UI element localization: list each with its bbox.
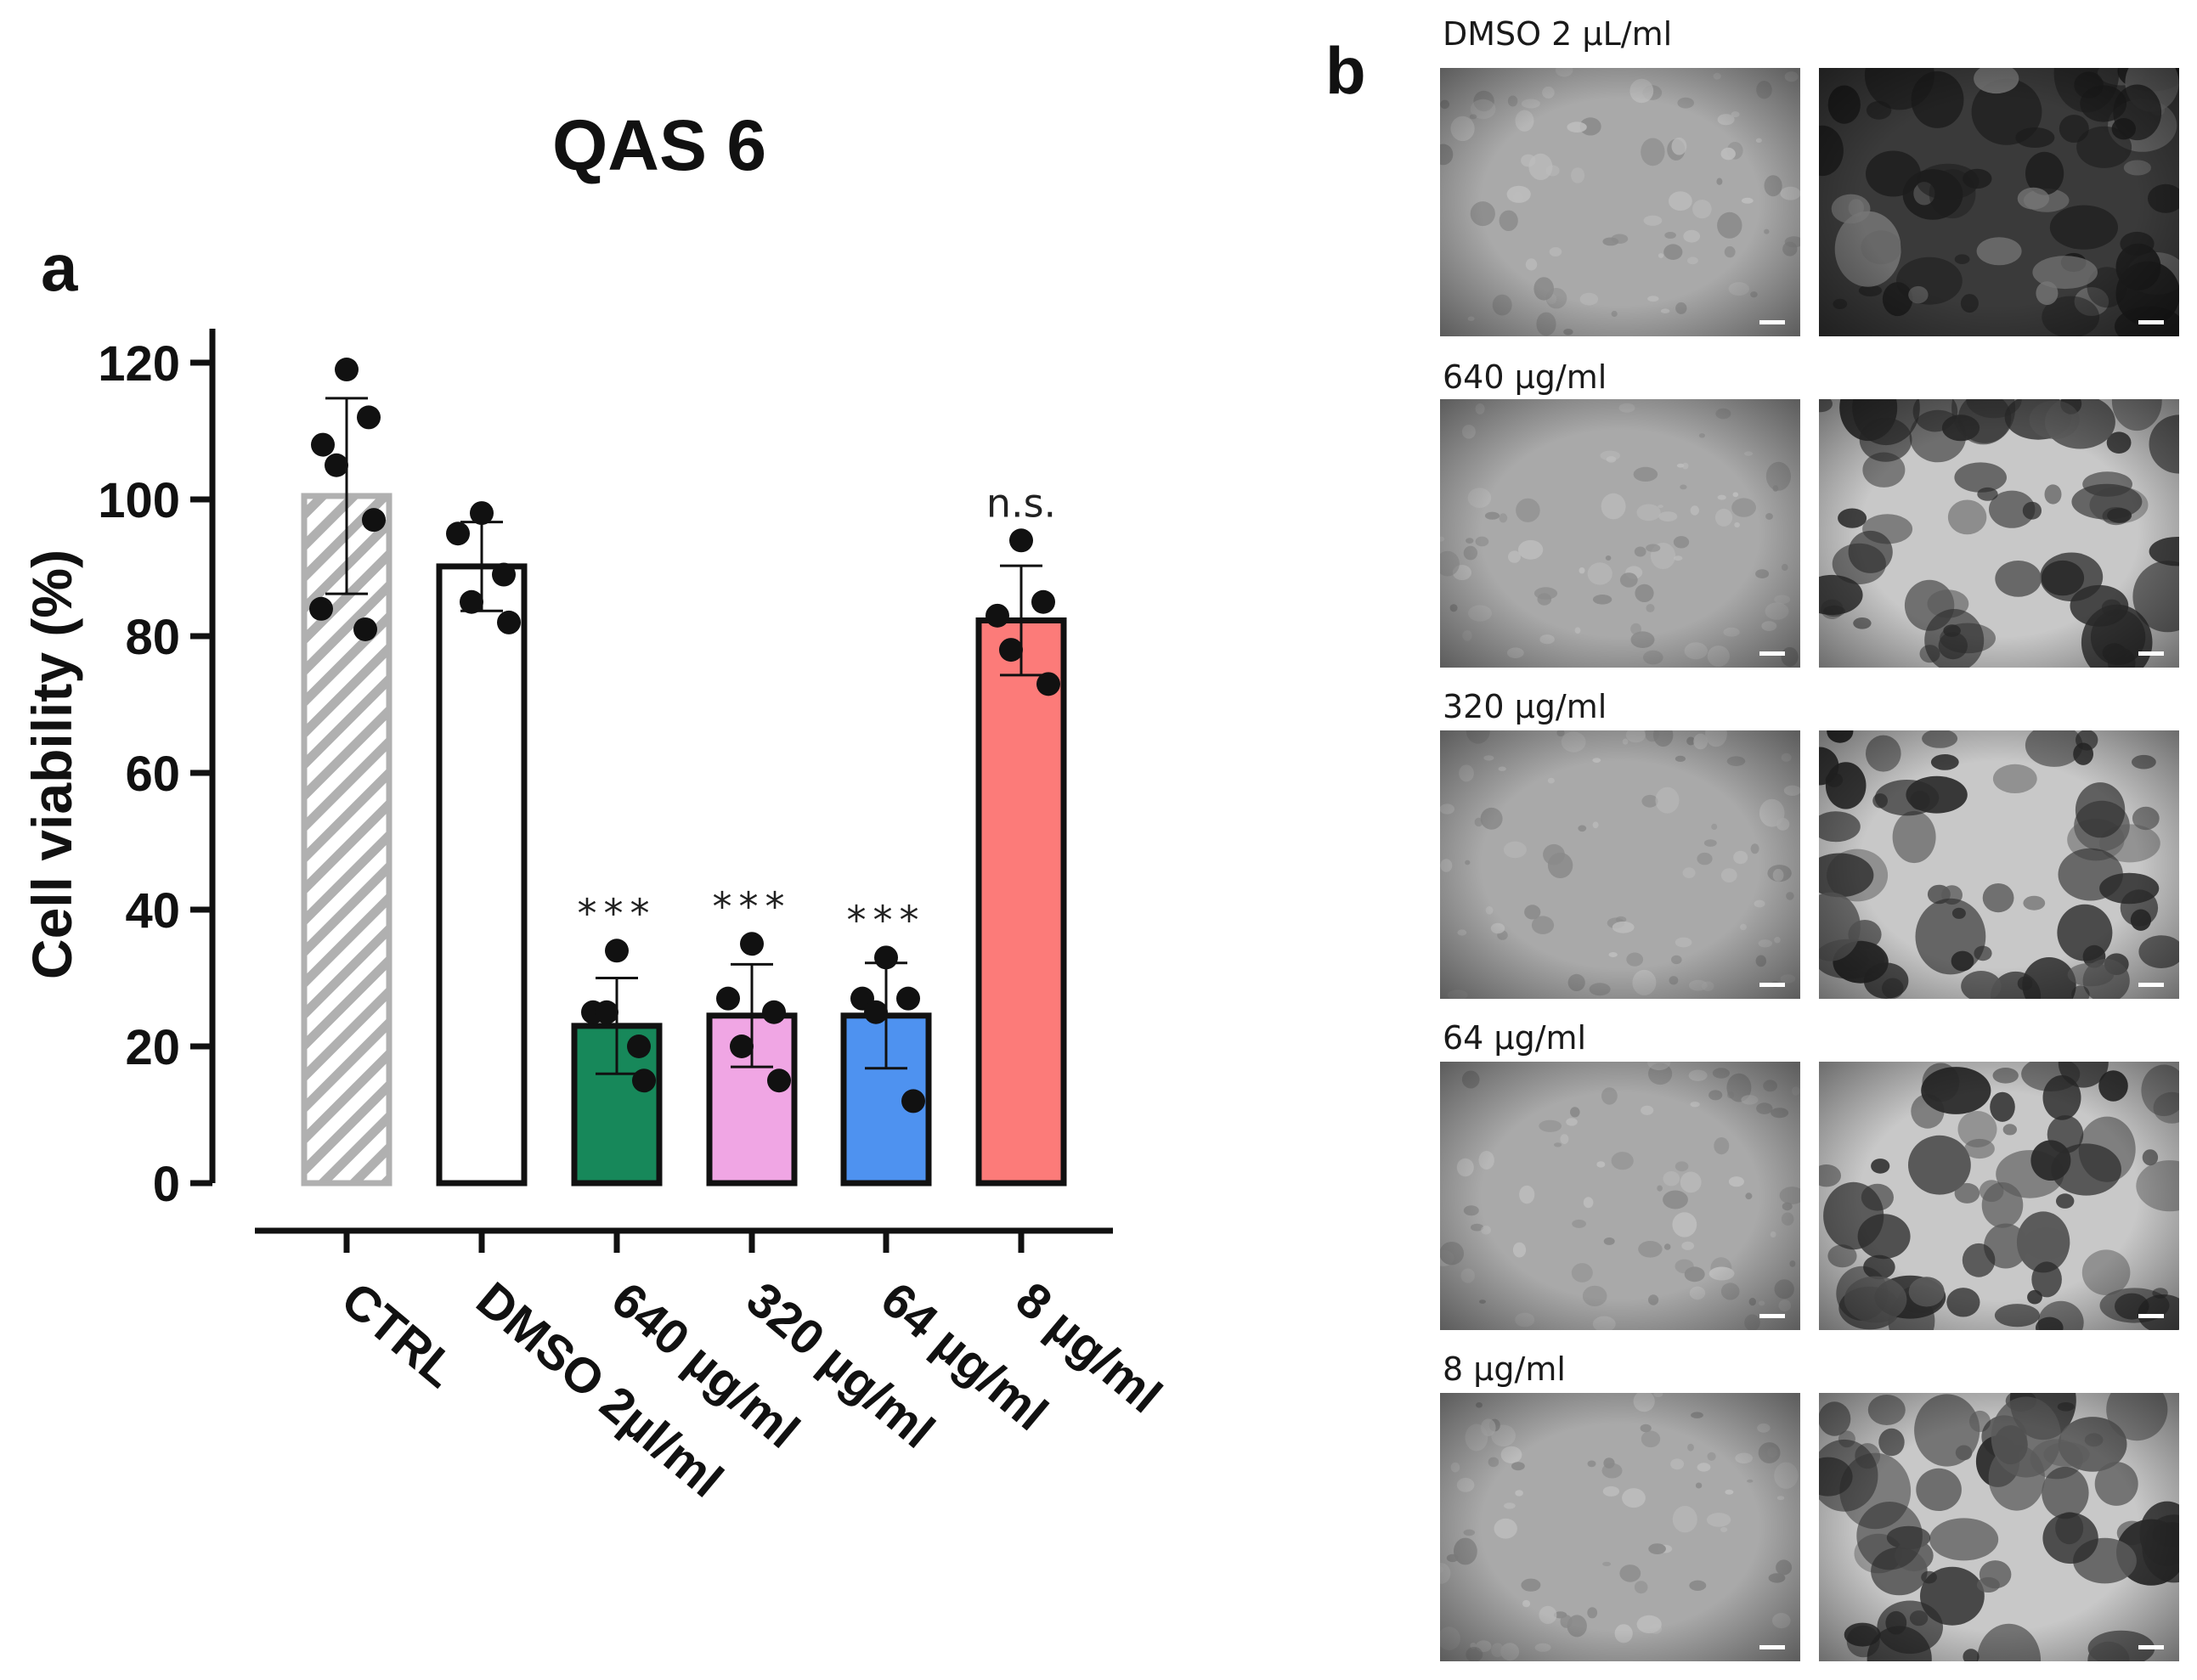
y-tick-label: 60 [125,747,180,802]
data-point [460,589,483,614]
x-tick-label: CTRL [331,1271,467,1398]
scale-bar [2138,320,2164,324]
data-point [740,932,764,956]
micrograph-row-label: DMSO 2 µL/ml [1443,15,1673,53]
data-point [353,617,377,641]
micrograph-texture [1819,399,2179,668]
micrograph-texture [1819,730,2179,999]
micrograph-texture [1819,68,2179,336]
micrograph-row-label: 320 µg/ml [1443,688,1607,725]
data-point [309,596,333,621]
data-point [767,1068,791,1093]
micrograph-image [1819,1062,2179,1330]
chart-title: QAS 6 [552,105,766,185]
y-tick-label: 120 [98,336,180,392]
significance-label: *** [713,883,792,929]
micrograph-texture [1819,1393,2179,1661]
scale-bar [1759,1645,1785,1649]
micrograph-texture [1819,1062,2179,1330]
y-axis-label: Cell viability (%) [20,550,83,979]
scale-bar [1759,1314,1785,1318]
micrograph-texture [1440,730,1800,999]
micrograph-image [1440,399,1800,668]
micrograph-image [1440,1393,1800,1661]
bar [436,563,528,1187]
data-point [627,1034,651,1058]
y-tick-label: 80 [125,610,180,665]
data-point [874,945,898,970]
data-point [605,939,629,963]
data-point [762,1000,786,1024]
y-tick-label: 0 [153,1157,180,1212]
micrograph-image [1819,399,2179,668]
panel-label-a: a [41,230,78,305]
micrograph-image [1819,68,2179,336]
data-point [470,501,494,526]
data-point [335,358,359,382]
micrograph-image [1440,730,1800,999]
micrograph-texture [1440,1393,1800,1661]
micrograph-image [1440,68,1800,336]
scale-bar [2138,1314,2164,1318]
scale-bar [1759,651,1785,656]
significance-label: *** [847,897,926,943]
micrograph-image [1819,1393,2179,1661]
micrograph-image [1440,1062,1800,1330]
data-point [497,610,521,634]
y-tick-label: 100 [98,473,180,528]
scale-bar [1759,320,1785,324]
data-point [901,1089,925,1113]
y-tick-label: 20 [125,1020,180,1075]
bar [975,617,1067,1187]
data-point [1031,589,1055,614]
scale-bar [2138,983,2164,987]
scale-bar [2138,1645,2164,1649]
data-point [999,638,1023,662]
data-point [492,562,516,587]
data-point [716,986,740,1011]
data-point [1036,672,1060,696]
data-point [632,1068,656,1093]
data-point [1009,528,1033,553]
data-point [896,986,920,1011]
micrograph-image [1819,730,2179,999]
bar-chart: QAS 6 Cell viability (%) 0 20 40 60 80 100 120… [20,105,1172,1508]
micrograph-row-label: 64 µg/ml [1443,1019,1587,1057]
scale-bar [2138,651,2164,656]
significance-label: *** [578,890,657,936]
micrograph-row-label: 8 µg/ml [1443,1350,1566,1388]
micrograph-texture [1440,68,1800,336]
scale-bar [1759,983,1785,987]
data-point [730,1034,754,1058]
data-point [446,521,470,546]
data-point [325,453,348,477]
data-point [864,1000,888,1024]
micrograph-texture [1440,399,1800,668]
data-point [311,432,335,457]
significance-label: n.s. [986,480,1056,526]
data-point [357,405,381,430]
panel-label-b: b [1325,33,1366,108]
y-tick-label: 40 [125,883,180,939]
data-point [362,508,386,533]
data-point [595,1000,618,1024]
micrograph-texture [1440,1062,1800,1330]
data-point [986,603,1009,628]
micrograph-row-label: 640 µg/ml [1443,358,1607,396]
